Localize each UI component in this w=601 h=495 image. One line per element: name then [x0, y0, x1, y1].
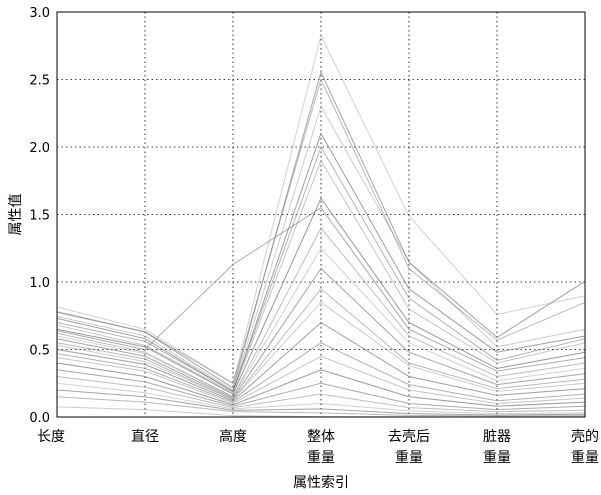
series-line-14 [56, 321, 586, 402]
y-tick-label: 3.0 [29, 6, 50, 21]
series-line-19 [56, 376, 586, 413]
x-tick-label: 直径 [131, 428, 159, 445]
series-line-15 [56, 342, 586, 403]
x-tick-label-line2: 重量 [571, 450, 599, 466]
x-tick-label-line2: 重量 [307, 450, 335, 466]
y-tick-label: 2.5 [29, 74, 50, 89]
series-line-18 [56, 369, 586, 411]
series-line-17 [56, 362, 586, 407]
y-tick-label: 0.0 [29, 411, 50, 426]
series-line-11 [56, 267, 586, 399]
y-axis-label: 属性值 [8, 194, 24, 236]
series-line-12 [56, 288, 586, 401]
y-tick-label: 2.0 [29, 141, 50, 156]
series-line-13 [56, 301, 586, 401]
series-line-7 [56, 197, 586, 395]
x-tick-label: 高度 [219, 428, 247, 445]
x-tick-label-line2: 重量 [395, 450, 423, 466]
plot-frame [56, 11, 586, 418]
x-tick-label: 脏器 [483, 429, 511, 445]
series-line-16 [56, 355, 586, 405]
x-tick-label: 去壳后 [388, 428, 430, 445]
y-tick-label: 1.5 [29, 209, 50, 224]
series-line-9 [56, 227, 586, 398]
series-line-21 [56, 389, 586, 416]
series-line-5 [56, 145, 586, 393]
series-line-20 [56, 382, 586, 415]
x-tick-label: 整体 [307, 429, 335, 445]
x-axis-label: 属性索引 [293, 474, 349, 491]
series-line-6 [56, 159, 586, 394]
x-tick-label: 壳的 [571, 428, 599, 445]
y-tick-label: 1.0 [29, 276, 50, 291]
series-line-2 [56, 78, 586, 385]
series-line-10 [56, 247, 586, 398]
data-lines [56, 34, 586, 418]
series-line-3 [56, 105, 586, 391]
x-tick-label-line2: 重量 [483, 450, 511, 466]
series-line-22 [56, 396, 586, 417]
y-tick-label: 0.5 [29, 344, 50, 359]
y-tick-labels: 0.0 0.5 1.0 1.5 2.0 2.5 3.0 [29, 6, 50, 426]
series-line-4 [56, 132, 586, 393]
series-line-0 [56, 34, 586, 385]
x-tick-label: 长度 [37, 429, 65, 445]
series-line-8 [56, 207, 586, 372]
